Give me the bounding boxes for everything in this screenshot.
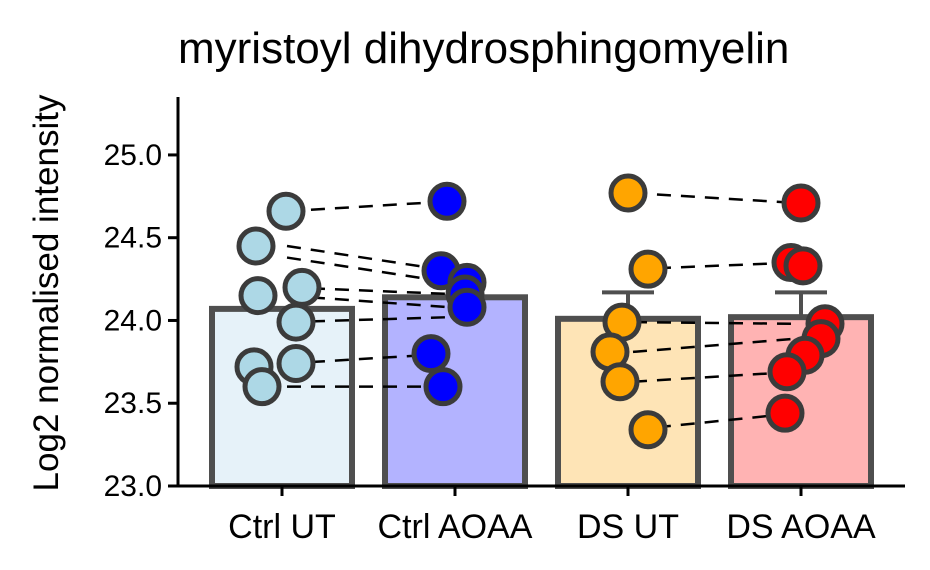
data-point-3-7 bbox=[765, 393, 805, 433]
data-point-0-7 bbox=[242, 367, 282, 407]
pair-line-10 bbox=[632, 320, 797, 326]
data-point-2-5 bbox=[628, 410, 668, 450]
y-tick-label-3: 24.5 bbox=[104, 222, 162, 255]
data-point-2-4 bbox=[600, 362, 640, 402]
points-layer bbox=[234, 173, 845, 450]
y-axis-label: Log2 normalised intensity bbox=[27, 94, 66, 491]
chart-title: myristoyl dihydrosphingomyelin bbox=[178, 24, 789, 73]
data-point-0-3 bbox=[238, 276, 278, 316]
data-point-2-1 bbox=[628, 249, 668, 289]
x-tick-label-0: Ctrl UT bbox=[228, 508, 336, 546]
y-tick-label-2: 24.0 bbox=[104, 304, 162, 337]
data-point-0-0 bbox=[266, 191, 306, 231]
data-point-2-0 bbox=[608, 173, 648, 213]
pair-line-11 bbox=[632, 337, 797, 354]
data-point-1-5 bbox=[411, 334, 451, 374]
data-point-0-1 bbox=[236, 226, 276, 266]
x-tick-label-1: Ctrl AOAA bbox=[378, 508, 533, 546]
data-point-1-0 bbox=[427, 181, 467, 221]
bar-2 bbox=[555, 315, 701, 490]
pair-line-12 bbox=[632, 370, 797, 383]
y-tick-label-4: 25.0 bbox=[104, 139, 162, 172]
data-point-3-2 bbox=[783, 246, 823, 286]
data-point-1-4 bbox=[447, 287, 487, 327]
pair-line-8 bbox=[632, 191, 797, 205]
data-point-3-6 bbox=[767, 352, 807, 392]
data-point-3-0 bbox=[781, 183, 821, 223]
x-tick-label-3: DS AOAA bbox=[726, 508, 876, 546]
data-point-0-4 bbox=[276, 302, 316, 342]
data-point-0-2 bbox=[282, 267, 322, 307]
pair-line-2 bbox=[286, 256, 451, 284]
data-point-1-6 bbox=[423, 367, 463, 407]
axes-layer: 23.0 23.5 24.0 24.5 25.0 Ctrl UT Ctrl AOAA DS U… bbox=[104, 97, 905, 546]
pair-lines-layer bbox=[286, 191, 797, 431]
pair-line-0 bbox=[286, 200, 451, 213]
data-point-0-5 bbox=[276, 344, 316, 384]
y-tick-label-0: 23.0 bbox=[104, 470, 162, 503]
x-tick-label-2: DS UT bbox=[577, 508, 679, 546]
pair-line-1 bbox=[286, 244, 451, 273]
y-tick-label-1: 23.5 bbox=[104, 387, 162, 420]
bar-3 bbox=[728, 314, 874, 489]
